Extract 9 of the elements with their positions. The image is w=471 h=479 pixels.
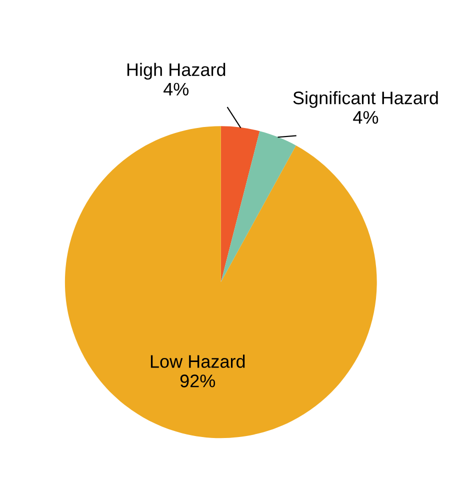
slice-label: High Hazard bbox=[127, 62, 226, 80]
pie-slice bbox=[220, 131, 296, 282]
slice-label: Significant Hazard bbox=[293, 91, 438, 108]
data-label: 92% bbox=[180, 374, 216, 388]
data-label: 4% bbox=[353, 111, 378, 124]
pie-slice bbox=[220, 126, 260, 282]
pie-slice bbox=[64, 126, 377, 438]
slice-label: Low Hazard bbox=[150, 354, 245, 368]
data-label: 4% bbox=[163, 82, 189, 96]
